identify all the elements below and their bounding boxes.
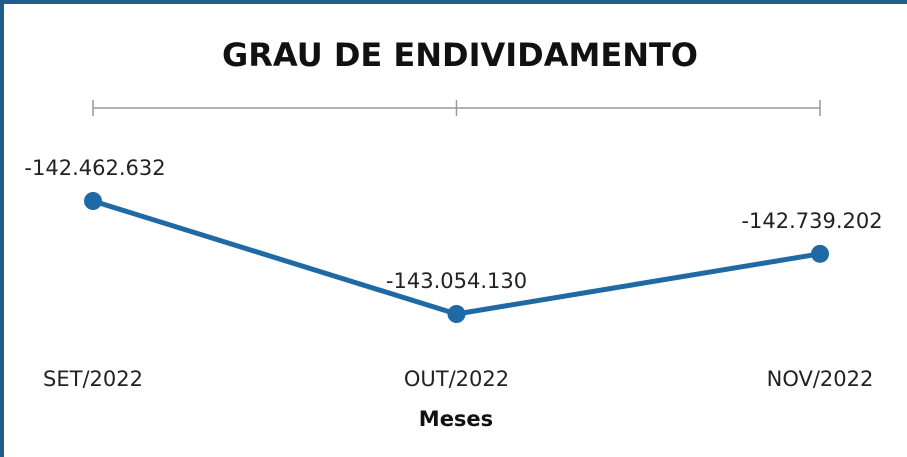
- x-tick-label: SET/2022: [43, 367, 143, 391]
- data-label: -143.054.130: [386, 269, 527, 293]
- x-axis-title: Meses: [419, 407, 493, 431]
- data-label: -142.462.632: [24, 156, 165, 180]
- data-label: -142.739.202: [741, 209, 882, 233]
- point: [84, 192, 102, 210]
- point: [811, 244, 829, 263]
- x-tick-label: OUT/2022: [404, 367, 509, 391]
- x-tick-label: NOV/2022: [767, 367, 874, 391]
- chart-title: GRAU DE ENDIVIDAMENTO: [222, 36, 698, 74]
- point: [447, 305, 466, 323]
